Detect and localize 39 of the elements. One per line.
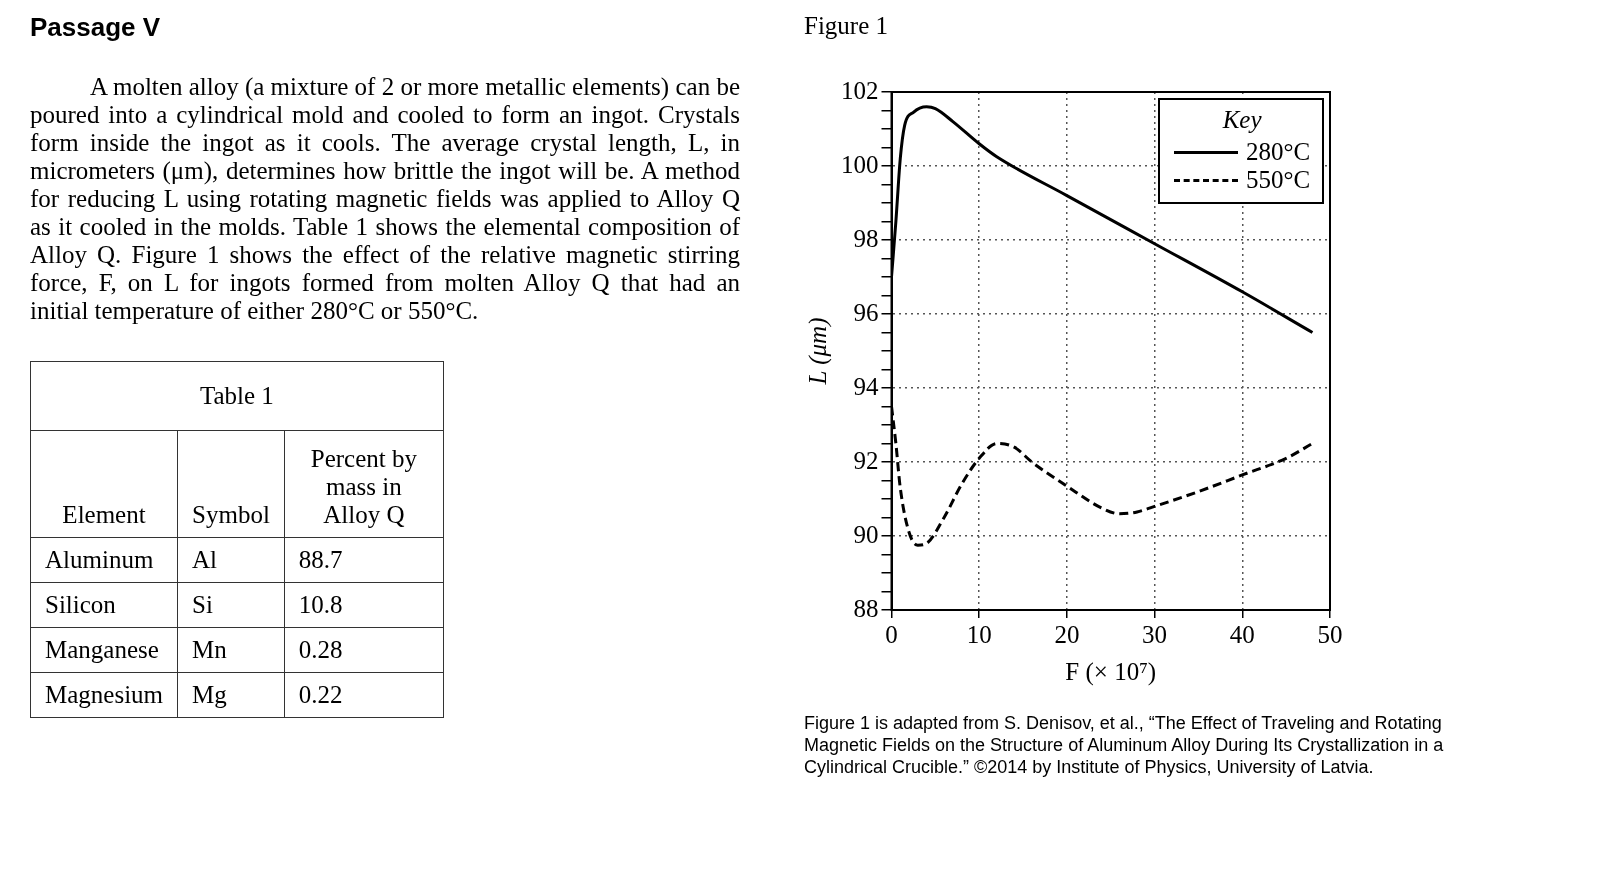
x-tick-label: 50 [1317,620,1343,648]
text: 10.8 [284,582,444,628]
y-tick-label: 100 [841,150,879,178]
y-axis-title: L (μm) [803,317,832,386]
y-tick-label: 92 [853,446,879,474]
text: Silicon [30,582,178,628]
text: Element [30,430,178,538]
text: Al [177,537,285,583]
x-tick-label: 0 [885,620,898,648]
legend-title: Key [1221,106,1263,134]
text: 0.22 [284,672,444,718]
text: Percent by mass in Alloy Q [284,430,444,538]
y-tick-label: 96 [853,298,879,326]
y-tick-label: 98 [853,224,879,252]
text: Symbol [177,430,285,538]
legend-label: 550°C [1246,166,1311,194]
text: A molten alloy (a mixture of 2 or more metallic elements) can be poured into a cylindrical mold and cooled to form an ingot. Crystals form inside the ingot as it cools. The average crystal length, L, in micrometers (μm), determines how brittle the ingot will be. A method for reducing L using rotating magnetic fields was applied to Alloy Q as it cooled in the molds. Table 1 shows the elemental composition of Alloy Q. Figure 1 shows the effect of the relative magnetic stirring force, F, on L for ingots formed from molten Alloy Q that had an initial temperature of either 280°C or 550°C. [30,73,740,324]
text: 0.28 [284,627,444,673]
text: Mg [177,672,285,718]
x-tick-label: 10 [966,620,992,648]
y-tick-label: 94 [853,372,879,400]
caption: Figure 1 is adapted from S. Denisov, et al., “The Effect of Traveling and Rotating Magnetic Fields on the Structure of Aluminum Alloy During Its Crystallization in a Cylindrical Crucible.” ©2014 by Institute of Physics, University of Latvia. [804,712,1445,778]
x-tick-label: 20 [1054,620,1080,648]
text: 88.7 [284,537,444,583]
text: Mn [177,627,285,673]
text: Si [177,582,285,628]
chart-title: Figure 1 [804,12,889,40]
text: Aluminum [30,537,178,583]
y-tick-label: 102 [841,76,879,104]
x-tick-label: 30 [1142,620,1168,648]
x-tick-label: 40 [1229,620,1255,648]
y-tick-label: 88 [853,594,879,622]
legend-label: 280°C [1246,138,1311,166]
caption: Table 1 [30,361,444,431]
text: Manganese [30,627,178,673]
text: Passage V [30,12,162,43]
y-tick-label: 90 [853,520,879,548]
x-axis-title: F (× 10⁷) [1065,657,1157,686]
text: Magnesium [30,672,178,718]
